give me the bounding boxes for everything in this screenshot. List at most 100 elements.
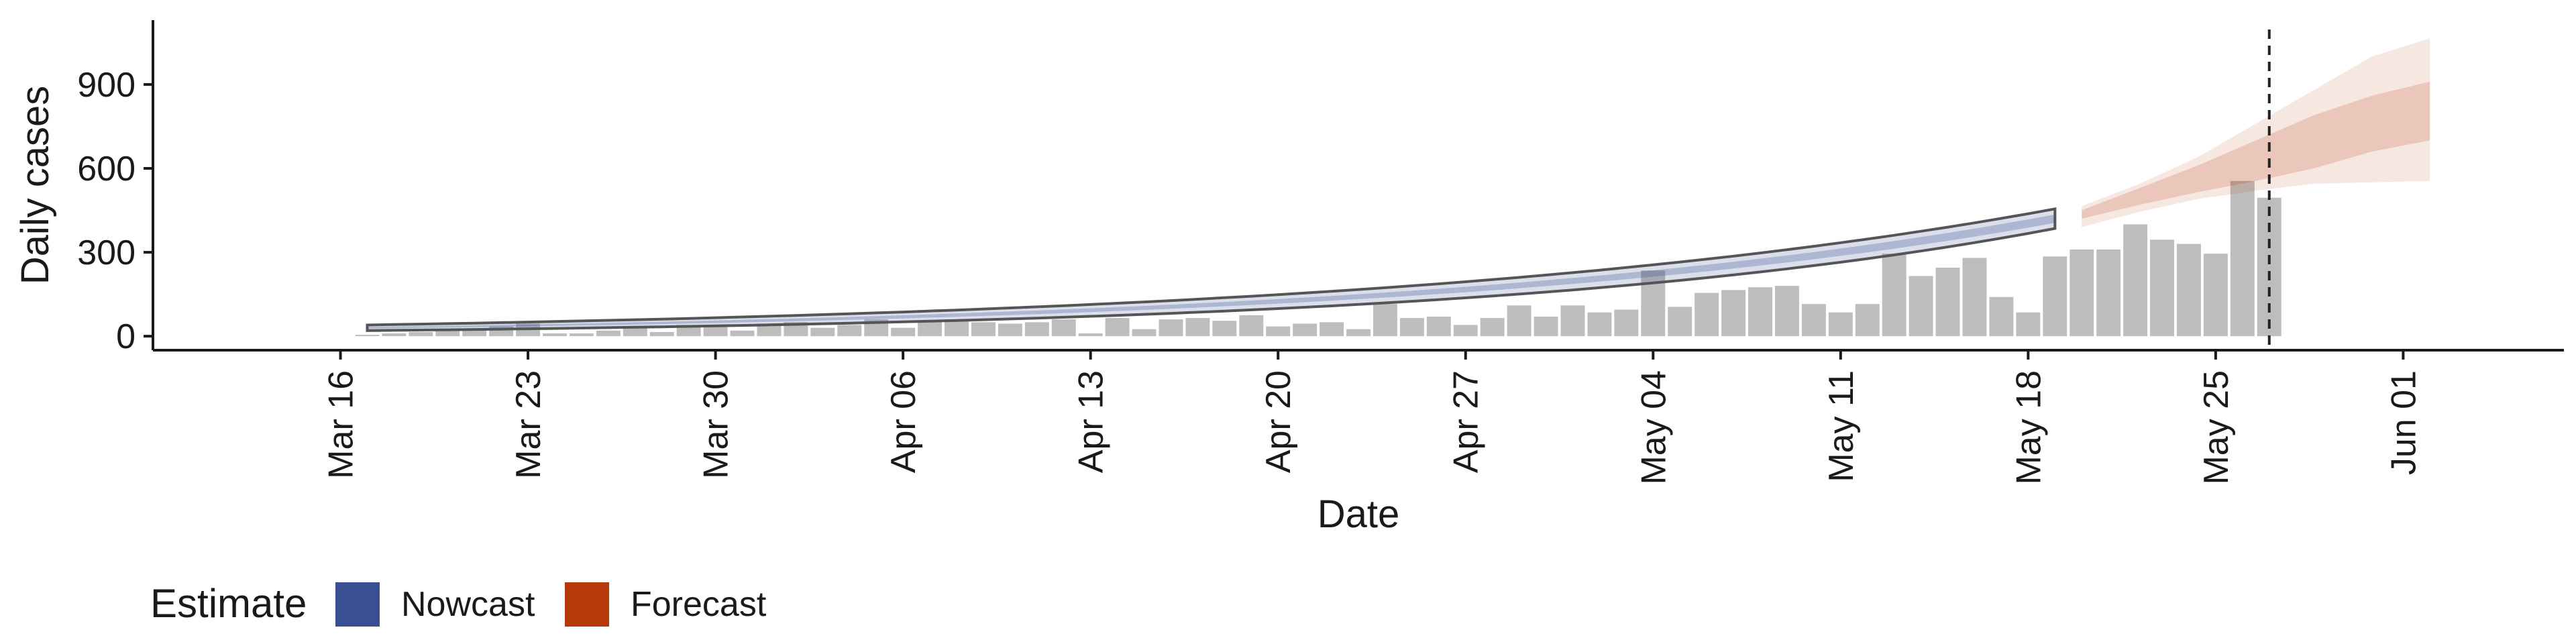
bar — [623, 327, 647, 337]
bar — [1828, 312, 1853, 337]
bar — [837, 325, 862, 337]
bar — [649, 331, 674, 337]
forecast-inner-band — [2082, 81, 2430, 219]
bar — [2203, 254, 2228, 337]
bar — [1668, 307, 1693, 337]
bar — [1320, 322, 1344, 337]
x-tick-label: Apr 27 — [1447, 370, 1486, 473]
bar — [596, 330, 621, 337]
bar — [1239, 315, 1264, 337]
bar — [1373, 304, 1397, 337]
bar — [435, 330, 460, 337]
bar — [543, 333, 567, 337]
bar — [2176, 244, 2201, 337]
legend-swatch-nowcast — [335, 582, 380, 627]
bar — [891, 327, 916, 337]
bar — [703, 326, 728, 337]
bar — [998, 323, 1022, 337]
legend-swatch-forecast — [565, 582, 609, 627]
bar — [1721, 290, 1746, 337]
x-tick-label: May 25 — [2197, 370, 2236, 485]
bar — [810, 327, 835, 337]
x-tick-label: Jun 01 — [2384, 370, 2423, 475]
bar — [1534, 316, 1558, 337]
bar — [1346, 329, 1371, 337]
bar — [2150, 239, 2174, 337]
bar — [1426, 316, 1451, 337]
bars-group — [355, 180, 2282, 337]
x-tick-label: May 11 — [1822, 370, 1861, 482]
bar — [1774, 286, 1799, 337]
bar — [1801, 304, 1826, 337]
nowcast-outer-band — [366, 207, 2057, 332]
bar — [1105, 318, 1130, 337]
bar — [382, 333, 407, 337]
bar — [1587, 312, 1612, 337]
legend-label-forecast: Forecast — [631, 585, 767, 624]
x-ticks-group: Mar 16 Mar 23 Mar 30 Apr 06 Apr 13 Apr 20 Apr … — [322, 350, 2423, 485]
bar — [1962, 258, 1987, 337]
bar — [569, 333, 594, 337]
x-tick-label: Apr 13 — [1072, 370, 1111, 473]
legend: Estimate Nowcast Forecast — [150, 581, 767, 627]
bar — [1453, 325, 1478, 337]
bar — [1212, 321, 1237, 337]
bar — [2230, 180, 2255, 337]
bar — [1695, 292, 1719, 337]
bar — [1399, 318, 1424, 337]
bar — [1078, 333, 1103, 337]
x-tick-label: Apr 06 — [884, 370, 923, 473]
bar — [1507, 305, 1532, 337]
x-tick-label: May 04 — [1634, 370, 1673, 485]
x-tick-label: Apr 20 — [1259, 370, 1298, 473]
bar — [1989, 297, 2014, 337]
bar — [730, 330, 755, 337]
bar — [1882, 254, 1907, 337]
x-tick-label: Mar 23 — [509, 370, 548, 479]
bar — [409, 331, 433, 337]
legend-title: Estimate — [150, 581, 307, 626]
y-tick-label: 0 — [116, 317, 136, 356]
bar — [971, 322, 996, 337]
bar — [2096, 249, 2121, 337]
bar — [918, 321, 943, 337]
y-tick-label: 600 — [77, 150, 136, 189]
x-tick-label: Mar 30 — [697, 370, 736, 479]
bar — [2123, 224, 2148, 337]
bar — [1909, 276, 1933, 337]
bar — [945, 319, 969, 337]
bar — [462, 329, 487, 337]
bar — [2257, 197, 2282, 337]
bar — [1855, 304, 1880, 337]
y-tick-label: 300 — [77, 233, 136, 272]
nowcast-inner-band — [367, 214, 2055, 329]
bar — [757, 323, 782, 337]
bar — [2043, 256, 2068, 337]
x-tick-label: Mar 16 — [322, 370, 361, 479]
axes-group — [152, 20, 2564, 352]
x-tick-label: May 18 — [2009, 370, 2048, 485]
bar — [1024, 322, 1049, 337]
bar — [1132, 329, 1157, 337]
bar — [1480, 318, 1505, 337]
bar — [1560, 305, 1585, 337]
y-axis-title: Daily cases — [13, 86, 57, 285]
bar — [2016, 312, 2041, 337]
forecast-outer-band — [2082, 38, 2430, 227]
bar — [355, 335, 380, 337]
x-axis-title: Date — [1318, 492, 1400, 536]
legend-label-nowcast: Nowcast — [401, 585, 535, 624]
bar — [1748, 287, 1772, 337]
bar — [1185, 318, 1210, 337]
y-ticks-group: 0 300 600 900 — [77, 66, 153, 356]
bar — [1051, 319, 1076, 337]
bar — [1159, 319, 1183, 337]
bar — [1935, 268, 1960, 337]
bar — [2070, 249, 2094, 337]
bands-group — [366, 38, 2430, 332]
plot-area — [355, 30, 2430, 350]
y-tick-label: 900 — [77, 66, 136, 105]
bar — [1614, 309, 1639, 337]
bar — [1266, 326, 1291, 337]
